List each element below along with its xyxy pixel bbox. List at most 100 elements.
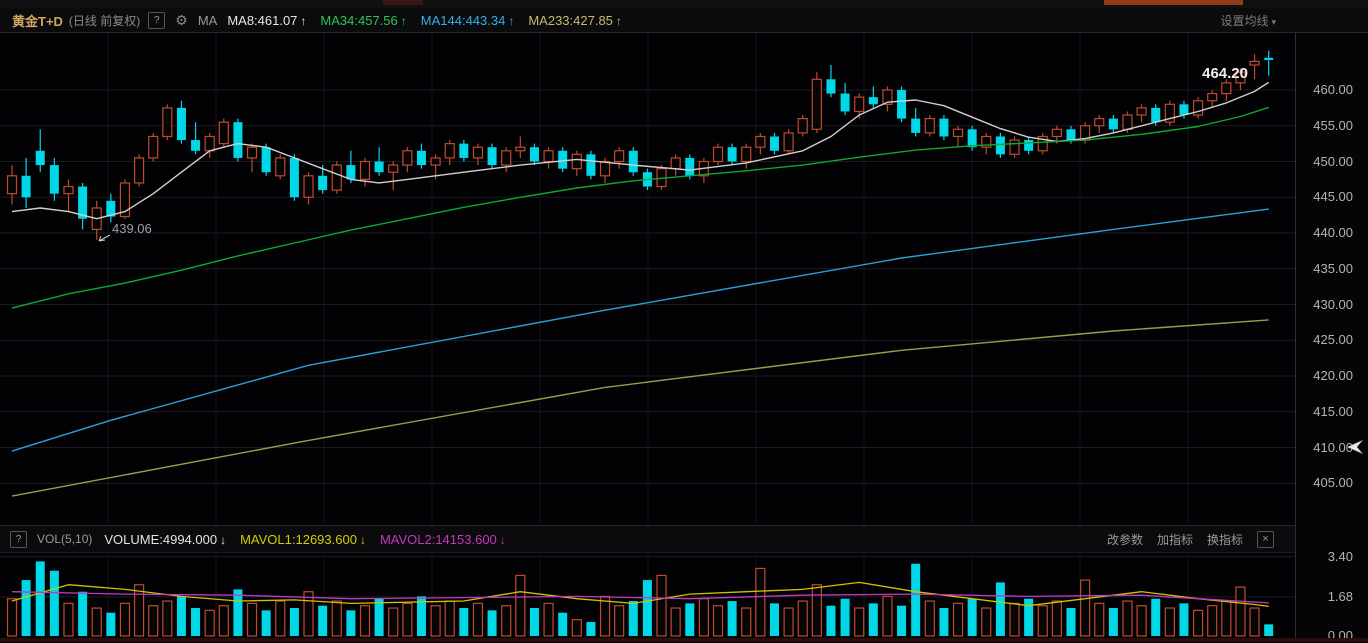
up-arrow-icon: ↑	[508, 13, 515, 28]
candle-body	[359, 160, 371, 180]
volume-bar	[741, 607, 752, 637]
volume-bar	[1094, 602, 1105, 637]
candle-body	[571, 153, 582, 170]
volume-bar	[897, 605, 907, 636]
candle-body	[289, 157, 299, 198]
mavol2-value: MAVOL2:14153.600 ↓	[379, 531, 506, 547]
ma144-value: MA144:443.34 ↑	[420, 12, 515, 28]
candle-body	[741, 146, 752, 163]
candle-body	[444, 143, 455, 159]
volume-actions: 改参数 加指标 换指标 ×	[1106, 530, 1274, 548]
candle-body	[416, 150, 426, 166]
chevron-down-icon: ▾	[1271, 16, 1276, 27]
volume-bar	[840, 598, 850, 636]
candle-body	[21, 175, 31, 198]
candle-body	[868, 97, 878, 105]
candle-body	[1164, 103, 1175, 123]
mavol1-value: MAVOL1:12693.600 ↓	[240, 531, 366, 547]
volume-bar	[642, 580, 652, 636]
volume-bar	[246, 602, 258, 637]
set-ma-button[interactable]: 设置均线 ▾	[1220, 13, 1276, 28]
candle-body	[529, 147, 539, 162]
candle-body	[119, 182, 131, 218]
volume-bar	[868, 603, 878, 636]
change-params-button[interactable]: 改参数	[1106, 532, 1143, 547]
down-arrow-icon: ↓	[499, 532, 506, 547]
volume-bar	[459, 608, 469, 636]
candle-body	[1108, 118, 1118, 130]
candle-body	[727, 147, 737, 162]
volume-tick-label: 3.40	[1327, 548, 1353, 564]
candle-body	[924, 117, 935, 134]
switch-indicator-button[interactable]: 换指标	[1206, 532, 1243, 547]
close-icon[interactable]: ×	[1257, 530, 1274, 548]
candle-body	[1136, 107, 1147, 116]
candle-body	[1066, 129, 1076, 141]
price-tick-label: 440.00	[1313, 225, 1353, 240]
candle-body	[1207, 92, 1218, 102]
candle-body	[981, 135, 992, 148]
candle-body	[162, 107, 173, 138]
volume-bar	[63, 602, 74, 637]
candle-body	[515, 146, 526, 152]
volume-bar	[402, 602, 413, 637]
price-tick-label: 410.00	[1313, 439, 1353, 455]
volume-bar	[614, 605, 625, 637]
candle-body	[191, 140, 201, 151]
mouse-cursor-icon	[1346, 438, 1368, 460]
volume-bar	[558, 612, 568, 636]
volume-bar	[501, 605, 512, 637]
candle-body	[1221, 82, 1232, 95]
candle-body	[769, 136, 779, 151]
candle-body	[176, 107, 186, 141]
low-annotation-arrow	[98, 234, 111, 242]
candle-body	[1094, 117, 1105, 127]
add-indicator-button[interactable]: 加指标	[1156, 532, 1193, 547]
volume-bar	[359, 605, 371, 637]
volume-bar	[275, 600, 286, 637]
candle-body	[840, 93, 850, 112]
volume-header-bar: ? VOL(5,10) VOLUME:4994.000 ↓ MAVOL1:1269…	[0, 525, 1368, 553]
volume-bar	[430, 605, 441, 637]
volume-bar	[1024, 598, 1034, 636]
candle-body	[1264, 57, 1274, 60]
volume-bar	[1080, 579, 1091, 637]
volume-bar	[331, 600, 342, 637]
candle-body	[939, 118, 949, 137]
down-arrow-icon: ↓	[220, 532, 227, 547]
candle-body	[459, 143, 469, 158]
ma-line-ma233	[11, 319, 1269, 497]
help-icon[interactable]: ?	[10, 530, 27, 548]
candle-body	[133, 157, 145, 184]
candle-body	[670, 157, 681, 170]
volume-bar	[586, 622, 596, 636]
price-tick-label: 415.00	[1313, 403, 1353, 419]
volume-bar	[599, 595, 611, 637]
volume-bar	[1192, 609, 1204, 637]
price-axis: 460.00 455.00 450.00 445.00 440.00 435.00 430.…	[1295, 33, 1368, 643]
volume-bar	[939, 608, 949, 636]
main-candlestick-chart[interactable]: 464.20 439.06	[0, 33, 1295, 525]
price-tick-label: 450.00	[1313, 153, 1353, 169]
volume-bar	[78, 591, 88, 636]
candle-body	[1235, 71, 1246, 84]
candle-body	[374, 161, 384, 173]
up-arrow-icon: ↑	[615, 13, 622, 28]
ma-line-ma144	[11, 208, 1269, 452]
help-icon[interactable]: ?	[148, 11, 166, 29]
volume-bar	[628, 601, 638, 636]
price-tick-label: 460.00	[1313, 82, 1353, 97]
volume-bar	[826, 605, 836, 636]
volume-bar	[1108, 608, 1118, 636]
candle-body	[614, 150, 625, 163]
volume-value: VOLUME:4994.000 ↓	[104, 531, 227, 547]
top-strip-segment	[383, 0, 423, 5]
gear-icon[interactable]: ⚙	[175, 11, 188, 28]
volume-bar	[1122, 600, 1133, 637]
candle-body	[472, 146, 484, 159]
price-tick-label: 420.00	[1313, 368, 1353, 383]
volume-bar-chart[interactable]	[0, 554, 1295, 638]
volume-bar	[1009, 602, 1020, 637]
candle-body	[599, 160, 611, 177]
volume-bar	[1249, 607, 1260, 637]
